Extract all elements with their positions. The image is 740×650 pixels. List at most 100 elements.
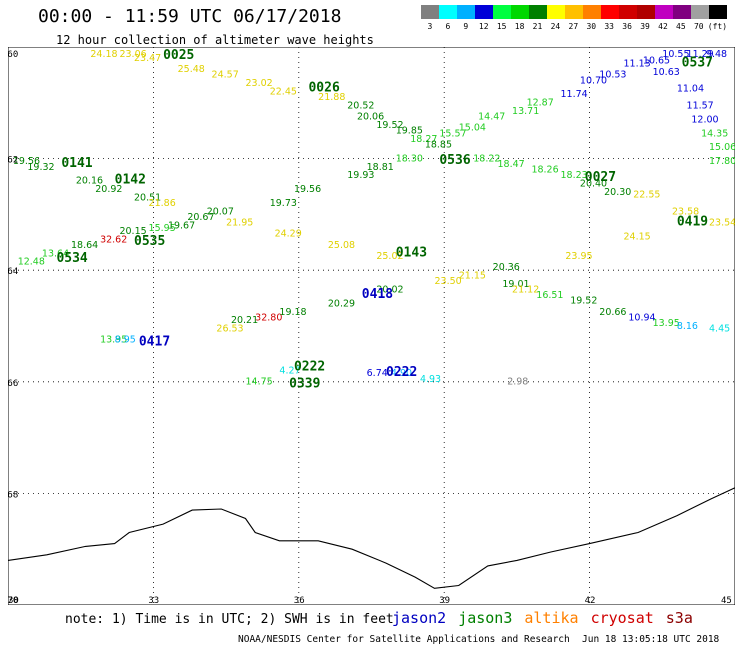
wave-height-value: 14.35 <box>701 128 728 139</box>
wave-height-value: 23.58 <box>672 206 699 217</box>
wave-height-value: 19.52 <box>376 120 403 131</box>
wave-height-value: 11.57 <box>687 100 714 111</box>
wave-height-value: 22.45 <box>270 86 297 97</box>
wave-height-value: 16.51 <box>536 290 563 301</box>
wave-height-value: 24.29 <box>275 229 302 240</box>
wave-height-value: 25.08 <box>328 240 355 251</box>
legend-label: 36 <box>622 22 632 31</box>
legend-swatch <box>601 5 619 19</box>
legend-swatch <box>565 5 583 19</box>
map-frame <box>8 47 735 605</box>
wave-height-value: 15.04 <box>459 123 486 134</box>
legend-label: 9 <box>463 22 469 31</box>
wave-height-value: 19.93 <box>347 170 374 181</box>
wave-height-value: 18.27 <box>410 134 437 145</box>
wave-height-value: 20.15 <box>119 226 146 237</box>
y-tick-label: -64 <box>8 267 18 277</box>
wave-height-value: 19.67 <box>168 220 195 231</box>
wave-height-value: 21.86 <box>149 198 176 209</box>
x-tick-label: 30 <box>8 596 19 605</box>
graticule <box>8 47 735 605</box>
wave-height-value: 19.56 <box>294 184 321 195</box>
wave-height-value: 20.92 <box>95 184 122 195</box>
y-tick-label: -70 <box>8 596 18 605</box>
wave-height-value: 12.48 <box>18 257 45 268</box>
wave-height-value: 23.47 <box>134 53 161 64</box>
wave-height-value: 11.29 <box>687 49 714 60</box>
wave-height-value: 21.15 <box>459 271 486 282</box>
wave-height-value: 15.57 <box>439 128 466 139</box>
wave-height-value: 22.55 <box>633 190 660 201</box>
wave-height-value: 18.22 <box>473 153 500 164</box>
legend-swatch <box>457 5 475 19</box>
wave-height-value: 21.95 <box>226 218 253 229</box>
wave-height-value: 2.98 <box>507 377 528 388</box>
wave-height-value: 4.45 <box>709 324 730 335</box>
wave-height-value: 18.85 <box>425 139 452 150</box>
wave-height-value: 19.52 <box>570 296 597 307</box>
axis-ticks: 30 33 36 39 42 45 -60 -62 -64 -66 -68 -70 <box>8 50 732 605</box>
legend-label: 33 <box>604 22 614 31</box>
wave-height-value: 18.30 <box>396 153 423 164</box>
credit-text: NOAA/NESDIS Center for Satellite Applica… <box>238 634 570 645</box>
wave-height-value: 20.30 <box>604 187 631 198</box>
wave-height-value: 21.12 <box>512 285 539 296</box>
satellite-legend: jason2 jason3 altika cryosat s3a <box>392 609 693 627</box>
wave-height-value: 26.53 <box>216 324 243 335</box>
wave-height-value: 23.54 <box>709 218 735 229</box>
wave-height-value: 18.81 <box>367 162 394 173</box>
wave-height-value: 13.71 <box>512 106 539 117</box>
wave-height-value: 20.66 <box>599 307 626 318</box>
wave-height-value: 18.64 <box>71 240 98 251</box>
wave-height-value: 18.47 <box>498 159 525 170</box>
wave-height-value: 19.56 <box>13 156 40 167</box>
wave-height-value: 24.57 <box>212 70 239 81</box>
wave-height-value: 12.00 <box>691 114 718 125</box>
wave-height-value: 13.64 <box>42 248 69 259</box>
wave-height-value: 12.87 <box>527 98 554 109</box>
wave-height-value: 10.70 <box>580 75 607 86</box>
pass-time-label: 0339 <box>289 376 320 391</box>
satellite-altika: altika <box>524 609 579 627</box>
pass-time-label: 0419 <box>677 215 708 230</box>
wave-height-value: 20.52 <box>347 100 374 111</box>
wave-height-value: 20.16 <box>76 176 103 187</box>
legend-swatch <box>691 5 709 19</box>
wave-height-value: 19.85 <box>396 125 423 136</box>
x-tick-label: 45 <box>721 596 732 605</box>
legend-swatch <box>493 5 511 19</box>
pass-time-label: 0141 <box>61 156 92 171</box>
pass-time-label: 0222 <box>386 365 417 380</box>
wave-height-value: 23.02 <box>245 78 272 89</box>
wave-height-value: 20.36 <box>493 262 520 273</box>
legend-label: 70 <box>693 22 704 31</box>
coastline-path <box>8 487 735 589</box>
wave-height-value: 10.63 <box>653 67 680 78</box>
pass-time-label: 0143 <box>396 245 427 260</box>
legend-swatch <box>529 5 547 19</box>
wave-height-value: 19.32 <box>27 162 54 173</box>
satellite-jason2: jason2 <box>392 609 447 627</box>
pass-time-label: 0417 <box>139 335 170 350</box>
satellite-cryosat: cryosat <box>590 609 654 627</box>
wave-height-value: 20.02 <box>376 285 403 296</box>
wave-height-value: 4.27 <box>279 365 300 376</box>
wave-height-value: 20.21 <box>231 315 258 326</box>
pass-time-label: 0027 <box>585 170 616 185</box>
wave-height-value: 10.53 <box>599 70 626 81</box>
legend-label: 15 <box>496 22 507 31</box>
pass-time-label: 0537 <box>682 56 713 71</box>
wave-height-value: 19.18 <box>279 307 306 318</box>
wave-height-value: 13.95 <box>653 318 680 329</box>
pass-times: 0025 0026 0536 0537 0141 0142 0027 0535 0534 0143… <box>56 48 713 391</box>
y-tick-label: -62 <box>8 156 18 166</box>
legend-swatch <box>673 5 691 19</box>
wave-height-value: 23.95 <box>565 251 592 262</box>
legend-swatch <box>637 5 655 19</box>
chart-subtitle: 12 hour collection of altimeter wave hei… <box>56 33 374 47</box>
note-text: note: 1) Time is in UTC; 2) SWH is in fe… <box>65 612 394 627</box>
pass-time-label: 0025 <box>163 48 194 63</box>
wave-height-value: 14.75 <box>245 377 272 388</box>
